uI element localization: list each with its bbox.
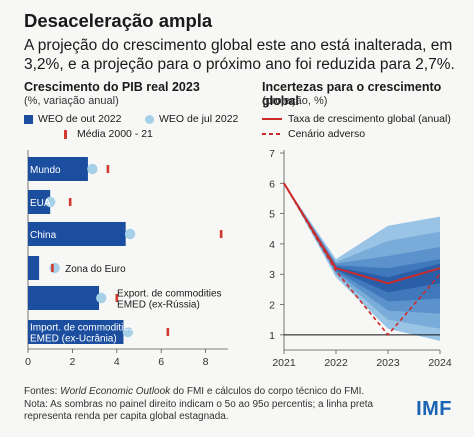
legend-line-dashed-label: Cenário adverso [288,128,366,140]
dot-5 [122,326,134,338]
dot-1 [45,196,56,208]
fan-band-4 [284,183,440,293]
x-tick-label-8: 8 [203,356,209,368]
fan-y-tick-label-5: 5 [269,209,275,221]
legend-line-solid-label: Taxa de crescimento global (anual) [288,113,451,125]
x-axis: 0 2 4 6 8 [25,348,228,368]
dot-0 [87,163,98,175]
footer-sources-title: World Economic Outlook [60,386,171,397]
bar-4 [28,286,100,310]
dot-4 [96,292,107,304]
x-tick-label-2: 2 [69,356,75,368]
legend-bar: WEO de out 2022 [24,113,121,125]
fan-x-tick-label-2022: 2022 [324,357,348,369]
footer-sources-prefix: Fontes: [24,386,61,397]
footer-sources-rest: do FMI e cálculos do corpo técnico do FM… [170,386,365,397]
bar-label-3: Zona do Euro [65,264,126,275]
legend-line-dashed-swatch [262,133,282,135]
fan-x-tick-label-2021: 2021 [272,357,296,369]
x-tick-label-4: 4 [114,356,120,368]
bar-0 [28,157,88,181]
right-chart-title: Incertezas para o crescimento global [262,80,442,108]
fan-y-tick-label-3: 3 [269,269,275,281]
legend-line-solid: Taxa de crescimento global (anual) [262,113,451,125]
footer-notes: Fontes: World Economic Outlook do FMI e … [24,386,404,424]
legend-mark-swatch [64,129,67,139]
bar-label-5-1: EMED (ex-Ucrânia) [30,334,117,345]
bar-1 [28,190,51,214]
avg-mark-0 [106,165,110,173]
right-chart-subtitle: (projeção, %) [262,95,328,107]
bar-label-0: Mundo [30,165,61,176]
legend-dot-swatch [145,114,154,124]
legend-line-dashed: Cenário adverso [262,128,365,140]
avg-mark-5 [166,328,170,336]
legend-dot: WEO de jul 2022 [145,113,238,125]
bar-3 [28,256,40,280]
bar-2 [28,222,126,246]
legend-line-solid-swatch [262,118,282,120]
legend-bar-swatch [24,114,33,124]
fan-y-tick-label-1: 1 [269,330,275,342]
avg-mark-1 [68,198,72,206]
fan-y-tick-label-7: 7 [269,148,275,160]
legend-bar-label: WEO de out 2022 [38,113,122,125]
bar-label-2: China [30,230,57,241]
avg-mark-4 [115,294,119,302]
fan-band-3 [284,183,440,302]
page-title: Desaceleração ampla [24,10,213,31]
left-chart-title: Crescimento do PIB real 2023 [24,80,200,94]
fan-y-tick-label-4: 4 [269,239,275,251]
bar-5 [28,320,124,344]
left-chart-subtitle: (%, variação anual) [24,95,119,107]
footer-note: Nota: As sombras no painel direito indic… [24,398,374,423]
x-tick-label-0: 0 [25,356,31,368]
dot-2 [124,228,136,240]
bar-label-4-1: EMED (ex-Rússia) [117,300,200,311]
series-line-1 [283,182,441,337]
legend-mark: Média 2000 - 21 [64,128,153,140]
bar-label-5-0: Import. de commodities [30,323,134,334]
footer-sources: Fontes: World Economic Outlook do FMI e … [24,386,404,399]
imf-logo: IMF [416,398,452,420]
bar-label-1: EUA [30,198,51,209]
dot-3 [49,262,60,274]
fan-chart: 1 2 3 4 5 6 7 2021 2022 2023 2024 [269,148,452,369]
fan-y-tick-label-6: 6 [269,178,275,190]
x-tick-label-6: 6 [158,356,164,368]
fan-x-tick-label-2023: 2023 [376,357,400,369]
legend-mark-label: Média 2000 - 21 [77,128,153,140]
avg-mark-2 [219,230,223,238]
fan-x-tick-label-2024: 2024 [428,357,452,369]
fan-y-tick-label-2: 2 [269,300,275,312]
avg-mark-3 [51,264,54,272]
legend-dot-label: WEO de jul 2022 [159,113,239,125]
page-subtitle: A projeção do crescimento global este an… [24,37,455,73]
bar-label-4-0: Export. de commodities [117,289,222,300]
